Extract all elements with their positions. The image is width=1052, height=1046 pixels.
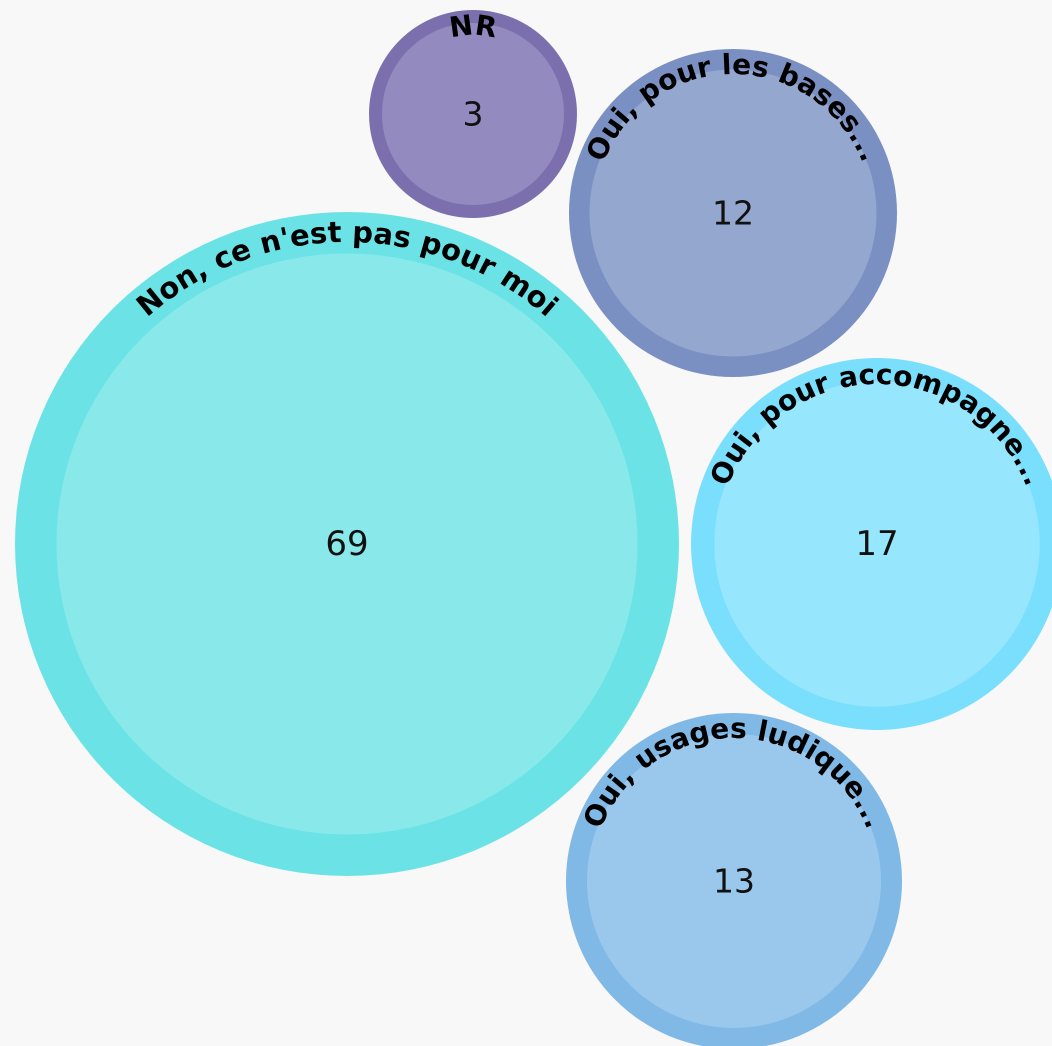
bubble-value-label: 12	[712, 194, 754, 233]
bubble-inner-disc	[56, 253, 638, 835]
bubble-value-label: 13	[713, 862, 755, 901]
bubble-value-label: 69	[325, 524, 368, 564]
bubble-inner-disc	[714, 381, 1040, 707]
bubble-inner-disc	[587, 734, 881, 1028]
bubble-1: Oui, pour accompagne...17	[691, 358, 1052, 730]
bubble-4: NR3	[369, 8, 577, 218]
bubble-inner-disc	[589, 69, 877, 357]
bubble-value-label: 3	[463, 95, 484, 134]
bubble-value-label: 17	[855, 524, 898, 564]
bubble-2: Oui, usages ludique...13	[566, 712, 902, 1046]
bubble-inner-disc	[382, 23, 564, 205]
bubble-3: Oui, pour les bases...12	[569, 48, 897, 377]
